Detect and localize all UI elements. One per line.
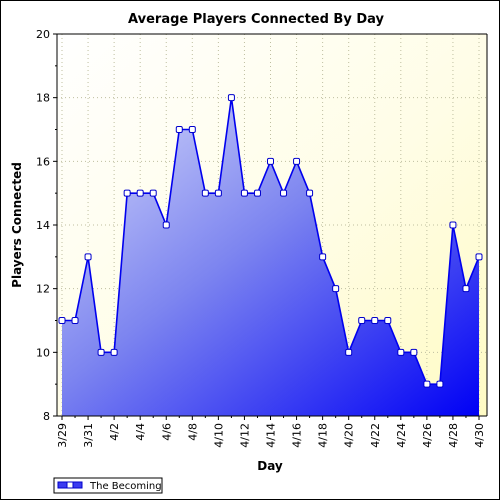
- x-axis-ticks: 3/29 3/31 4/2 4/4 4/6 4/8 4/10 4/12 4/14 4/16 4/18…: [56, 416, 486, 448]
- x-tick-label: 3/31: [82, 423, 95, 448]
- data-point: [71, 317, 79, 324]
- data-point: [58, 317, 66, 324]
- legend-marker: [66, 481, 74, 489]
- data-point: [371, 317, 379, 324]
- y-tick-label: 10: [36, 346, 50, 359]
- x-tick-label: 4/22: [369, 423, 382, 448]
- data-point: [97, 348, 105, 356]
- x-tick-label: 4/10: [212, 423, 225, 448]
- data-point: [449, 221, 457, 229]
- legend-label: The Becoming: [89, 481, 162, 492]
- x-tick-label: 4/14: [265, 423, 278, 448]
- x-axis-title: Day: [257, 459, 283, 473]
- data-point: [110, 348, 118, 356]
- data-point: [306, 189, 314, 197]
- legend: The Becoming: [53, 477, 163, 494]
- data-point: [188, 126, 196, 133]
- data-point: [293, 157, 301, 165]
- x-tick-label: 4/26: [421, 423, 434, 448]
- x-tick-label: 4/18: [317, 423, 330, 448]
- data-point: [267, 157, 274, 165]
- data-point: [358, 317, 366, 324]
- y-tick-label: 14: [36, 219, 50, 232]
- series-area-fill: [62, 97, 479, 417]
- data-point: [345, 348, 353, 356]
- data-point: [253, 189, 261, 197]
- y-tick-label: 18: [36, 92, 50, 105]
- data-point: [227, 94, 235, 102]
- data-point: [410, 348, 418, 356]
- data-point: [397, 348, 405, 356]
- y-tick-label: 16: [36, 155, 50, 168]
- data-point: [436, 380, 444, 388]
- data-point: [149, 189, 157, 197]
- x-tick-label: 4/4: [134, 423, 147, 441]
- y-tick-label: 12: [36, 283, 50, 296]
- x-tick-label: 4/28: [447, 423, 460, 448]
- data-point: [240, 189, 248, 197]
- data-point: [175, 126, 183, 133]
- data-points: [58, 94, 483, 388]
- data-point: [162, 221, 170, 229]
- x-tick-label: 4/24: [395, 423, 408, 448]
- x-tick-label: 4/16: [291, 423, 304, 448]
- x-tick-label: 4/8: [186, 423, 199, 441]
- y-axis-ticks: 8 10 12 14 16 18 20: [36, 28, 57, 423]
- data-point: [214, 189, 222, 197]
- data-point: [475, 253, 483, 261]
- data-point: [84, 253, 92, 261]
- y-tick-label: 20: [36, 28, 50, 41]
- data-point: [332, 285, 340, 293]
- chart-title: Average Players Connected By Day: [128, 12, 384, 27]
- data-point: [280, 189, 288, 197]
- data-point: [462, 285, 470, 293]
- data-point: [384, 317, 392, 324]
- x-tick-label: 4/30: [473, 423, 486, 448]
- data-point: [319, 253, 327, 261]
- x-tick-label: 4/20: [343, 423, 356, 448]
- x-tick-label: 3/29: [56, 423, 69, 448]
- data-point: [423, 380, 431, 388]
- x-tick-label: 4/6: [160, 423, 173, 441]
- data-point: [201, 189, 209, 197]
- data-point: [136, 189, 144, 197]
- y-axis-title: Players Connected: [10, 162, 24, 288]
- x-tick-label: 4/2: [108, 423, 121, 441]
- data-point: [123, 189, 131, 197]
- x-tick-label: 4/12: [238, 423, 251, 448]
- y-tick-label: 8: [43, 410, 50, 423]
